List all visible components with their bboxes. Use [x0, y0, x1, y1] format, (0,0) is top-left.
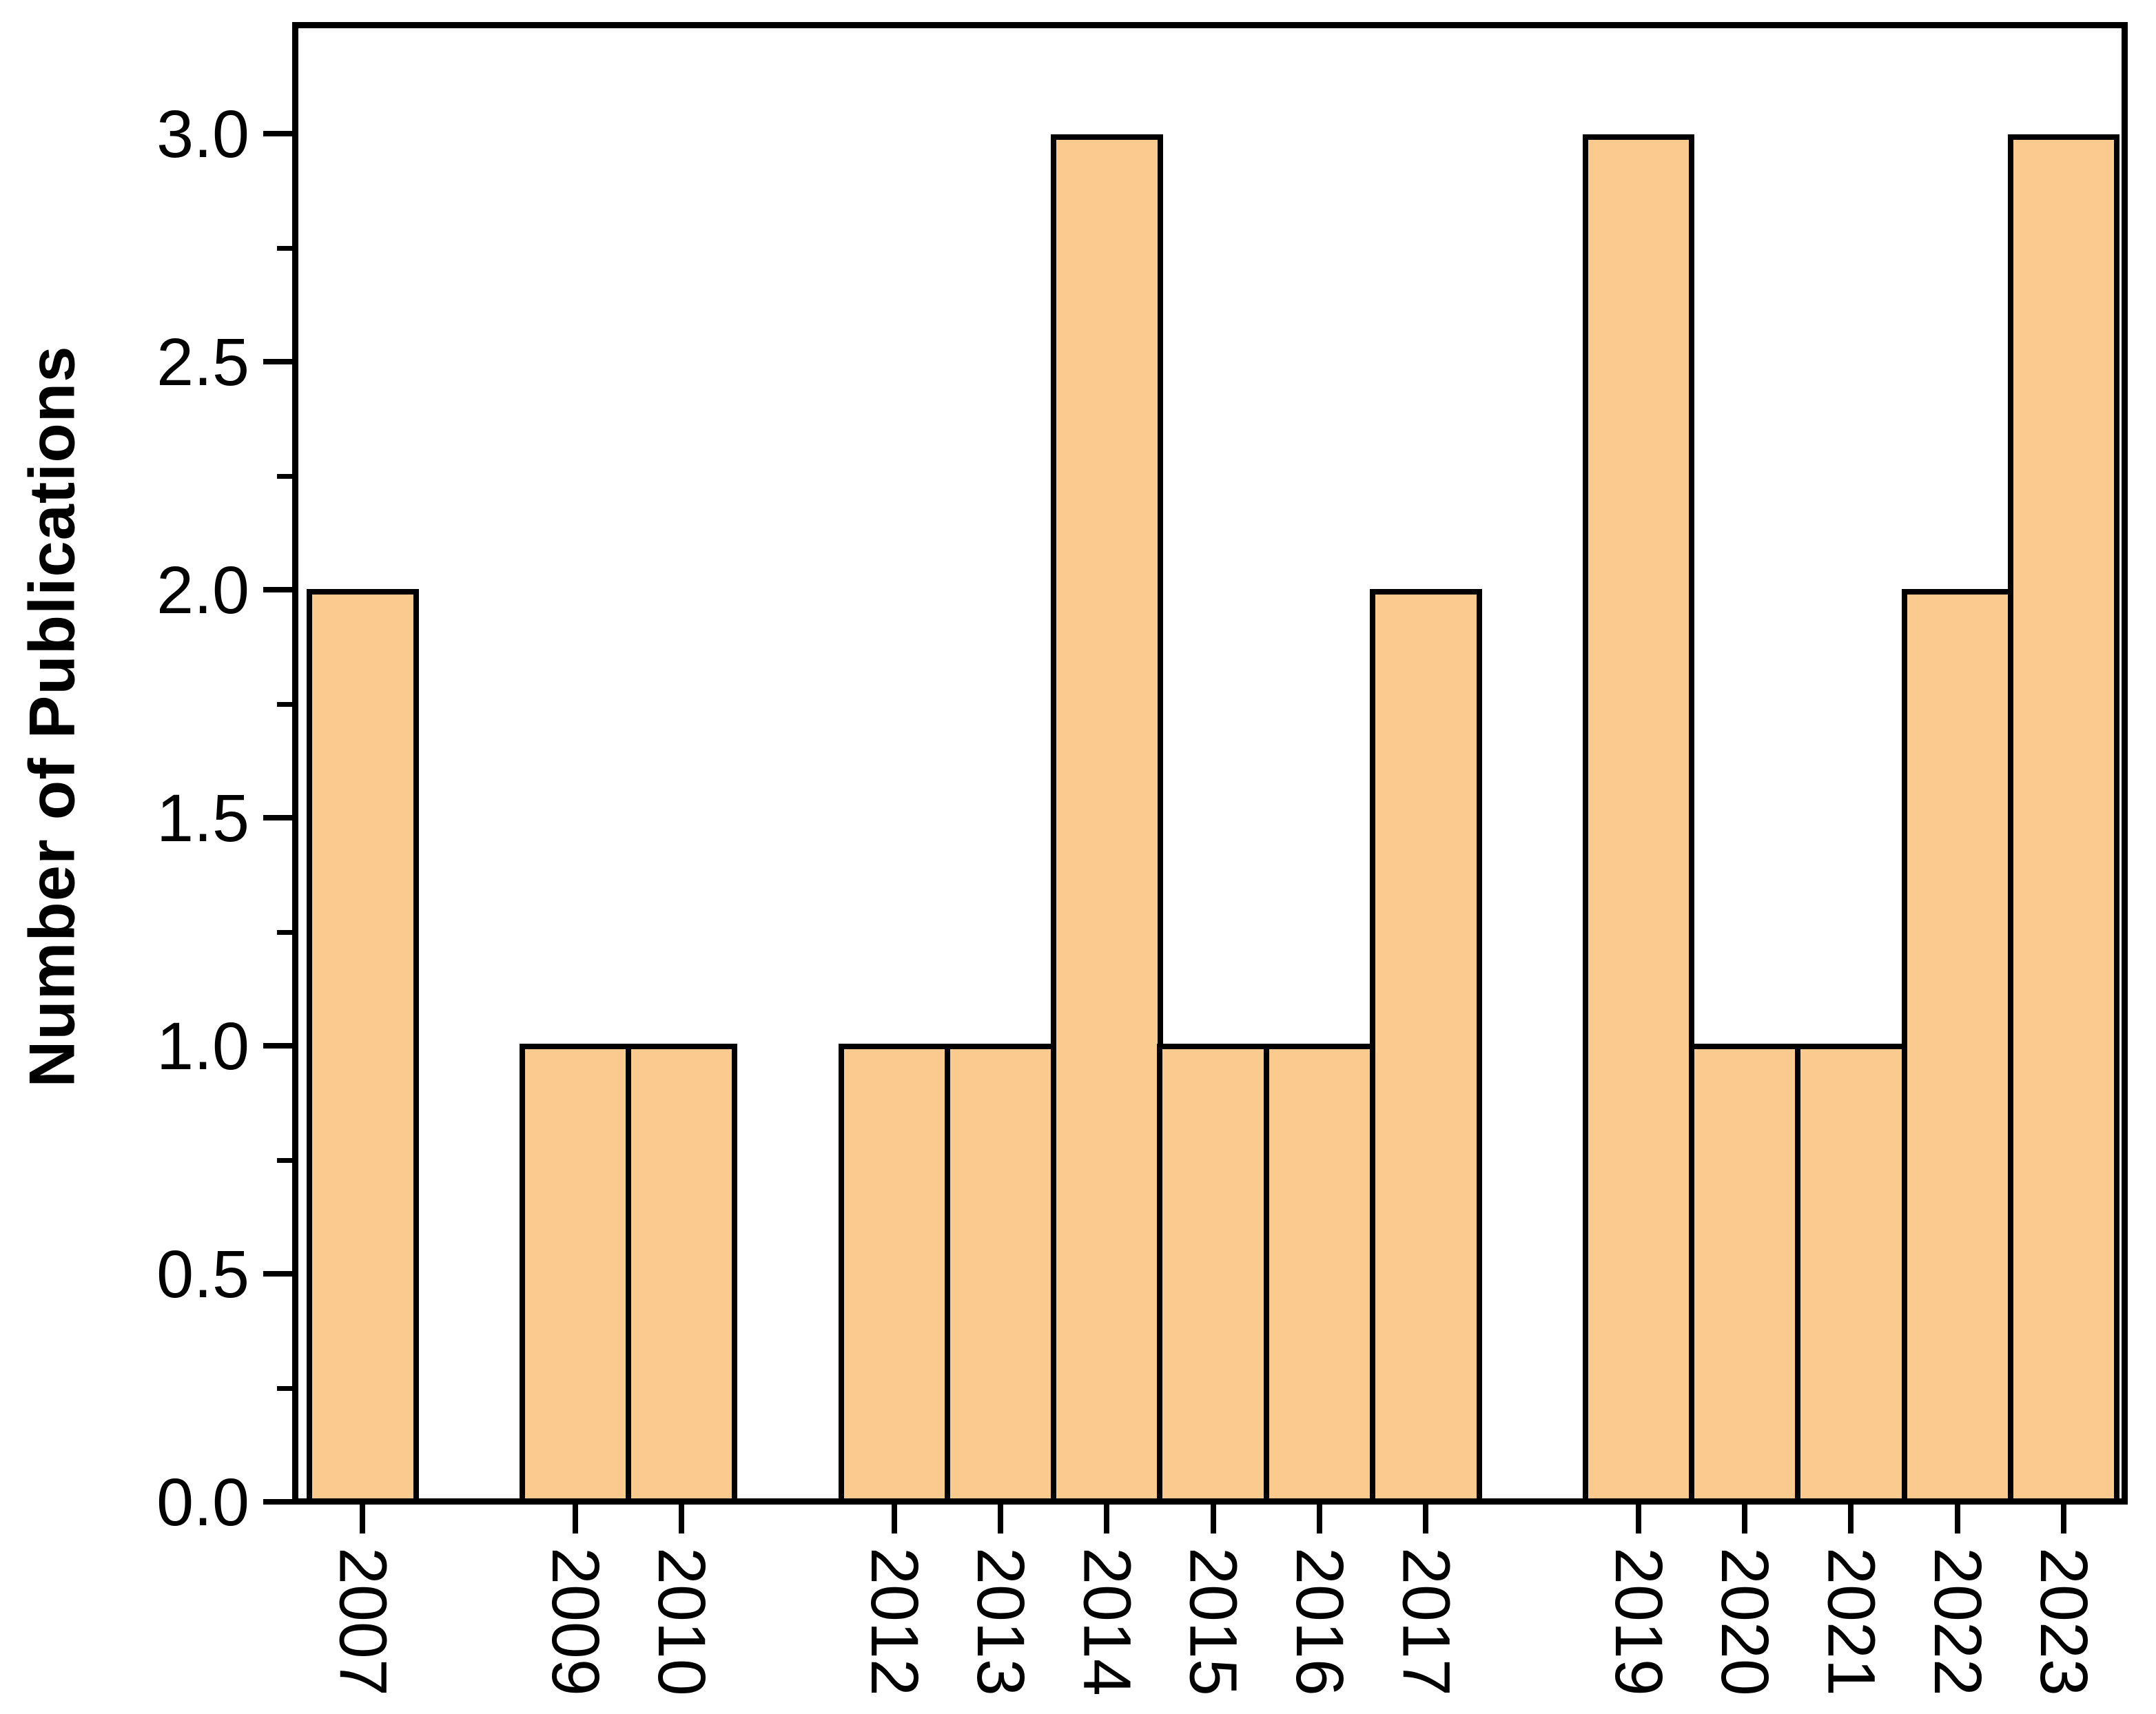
y-tick-label-0.5: 0.5 — [156, 1236, 249, 1312]
x-tick-2019 — [1635, 1505, 1641, 1534]
y-major-tick-0.0 — [263, 1499, 292, 1505]
bar-2016 — [1263, 1044, 1376, 1498]
x-tick-2023 — [2061, 1505, 2067, 1534]
y-minor-tick-0.25 — [277, 1385, 292, 1391]
x-tick-label-2021: 2021 — [1814, 1547, 1889, 1696]
bar-2022 — [1901, 589, 2013, 1498]
x-tick-label-2022: 2022 — [1920, 1547, 1995, 1696]
bar-2012 — [838, 1044, 950, 1498]
bar-2007 — [307, 589, 419, 1498]
x-tick-label-2019: 2019 — [1601, 1547, 1676, 1696]
bar-2014 — [1051, 134, 1163, 1498]
x-tick-label-2007: 2007 — [325, 1547, 401, 1696]
y-minor-tick-2.25 — [277, 473, 292, 479]
x-tick-label-2012: 2012 — [856, 1547, 932, 1696]
x-tick-2010 — [679, 1505, 685, 1534]
y-tick-label-2.0: 2.0 — [156, 552, 249, 628]
bar-2009 — [519, 1044, 632, 1498]
x-tick-label-2014: 2014 — [1069, 1547, 1145, 1696]
x-tick-label-2009: 2009 — [537, 1547, 613, 1696]
bar-2021 — [1795, 1044, 1907, 1498]
y-tick-label-1.5: 1.5 — [156, 780, 249, 856]
y-minor-tick-2.75 — [277, 245, 292, 251]
y-axis-title: Number of Publications — [14, 345, 88, 1088]
x-tick-2007 — [360, 1505, 366, 1534]
y-major-tick-1.0 — [263, 1043, 292, 1049]
y-tick-label-0.0: 0.0 — [156, 1464, 249, 1540]
x-tick-2017 — [1423, 1505, 1429, 1534]
bar-2023 — [2007, 134, 2120, 1498]
bar-2017 — [1370, 589, 1482, 1498]
bars-layer — [298, 28, 2122, 1498]
x-tick-label-2020: 2020 — [1707, 1547, 1783, 1696]
y-major-tick-3.0 — [263, 131, 292, 136]
x-tick-label-2017: 2017 — [1388, 1547, 1464, 1696]
y-minor-tick-1.25 — [277, 929, 292, 935]
y-major-tick-2.0 — [263, 587, 292, 592]
x-tick-2016 — [1316, 1505, 1322, 1534]
bar-2015 — [1157, 1044, 1269, 1498]
x-tick-2020 — [1742, 1505, 1748, 1534]
x-tick-2015 — [1210, 1505, 1216, 1534]
y-major-tick-2.5 — [263, 359, 292, 364]
bar-2010 — [625, 1044, 738, 1498]
bar-2013 — [944, 1044, 1057, 1498]
x-tick-2021 — [1848, 1505, 1854, 1534]
plot-frame — [292, 22, 2128, 1505]
y-major-tick-0.5 — [263, 1271, 292, 1277]
x-tick-label-2015: 2015 — [1175, 1547, 1251, 1696]
y-tick-label-2.5: 2.5 — [156, 324, 249, 400]
x-tick-2012 — [891, 1505, 897, 1534]
x-tick-label-2016: 2016 — [1282, 1547, 1357, 1696]
x-tick-label-2010: 2010 — [644, 1547, 720, 1696]
y-tick-label-3.0: 3.0 — [156, 96, 249, 172]
x-tick-2022 — [1954, 1505, 1960, 1534]
x-tick-2009 — [572, 1505, 578, 1534]
x-tick-label-2013: 2013 — [963, 1547, 1039, 1696]
y-minor-tick-0.75 — [277, 1157, 292, 1163]
y-tick-label-1.0: 1.0 — [156, 1008, 249, 1084]
x-tick-2013 — [998, 1505, 1004, 1534]
bar-2020 — [1688, 1044, 1801, 1498]
x-tick-label-2023: 2023 — [2026, 1547, 2102, 1696]
y-major-tick-1.5 — [263, 815, 292, 820]
bar-2019 — [1582, 134, 1695, 1498]
x-tick-2014 — [1104, 1505, 1110, 1534]
y-minor-tick-1.75 — [277, 701, 292, 707]
